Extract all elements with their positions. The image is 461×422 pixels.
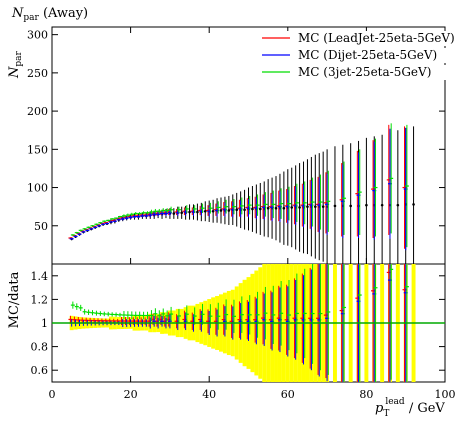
x-tick-label: 40 bbox=[202, 388, 216, 401]
y-tick-label-top: 200 bbox=[27, 105, 48, 118]
x-tick-label: 100 bbox=[435, 388, 456, 401]
title-suffix: (Away) bbox=[39, 6, 88, 21]
data-point bbox=[251, 207, 254, 211]
y-tick-label-top: 150 bbox=[27, 143, 48, 156]
legend-bg bbox=[260, 48, 450, 63]
y-tick-label-top: 300 bbox=[27, 29, 48, 42]
legend-label: MC (3jet-25eta-5GeV) bbox=[298, 65, 431, 79]
data-point bbox=[274, 206, 278, 210]
y-tick-label-top: 250 bbox=[27, 67, 48, 80]
data-point bbox=[349, 204, 352, 208]
data-point bbox=[365, 203, 368, 207]
legend-bg bbox=[260, 65, 450, 80]
x-tick-label: 80 bbox=[359, 388, 373, 401]
data-point bbox=[196, 210, 199, 214]
data-point bbox=[290, 206, 294, 209]
xlabel-suffix: / GeV bbox=[405, 401, 446, 416]
ylabel-top-main: N bbox=[7, 66, 22, 79]
data-point bbox=[258, 207, 262, 211]
data-point bbox=[180, 211, 183, 215]
y-tick-label-top: 50 bbox=[34, 220, 48, 233]
data-point bbox=[203, 209, 207, 213]
data-point bbox=[380, 203, 384, 207]
legend-bg bbox=[260, 31, 450, 46]
xlabel-sup: lead bbox=[385, 397, 405, 407]
data-point bbox=[321, 205, 325, 208]
legend: MC (LeadJet-25eta-5GeV) MC (Dijet-25eta-5… bbox=[260, 31, 455, 80]
y-tick-label-ratio: 1.4 bbox=[31, 270, 49, 283]
y-tick-label-ratio: 1.2 bbox=[31, 293, 49, 306]
data-point bbox=[298, 206, 301, 209]
data-point bbox=[211, 209, 215, 213]
data-point bbox=[227, 209, 231, 212]
ylabel-top-sub: par bbox=[14, 50, 24, 66]
y-tick-label-top: 100 bbox=[27, 182, 48, 195]
xlabel-main: p bbox=[375, 401, 384, 416]
data-point bbox=[314, 205, 317, 208]
x-tick-label: 20 bbox=[124, 388, 138, 401]
x-tick-label: 60 bbox=[281, 388, 295, 401]
legend-label: MC (Dijet-25eta-5GeV) bbox=[298, 48, 437, 62]
data-point bbox=[219, 209, 223, 212]
data-point bbox=[266, 206, 270, 210]
title-sub: par bbox=[23, 13, 39, 23]
data-point bbox=[235, 208, 239, 212]
x-axis-label: pTlead / GeV bbox=[375, 397, 445, 419]
data-point bbox=[333, 204, 337, 208]
data-point bbox=[412, 203, 415, 206]
y-tick-label-ratio: 1 bbox=[41, 317, 48, 330]
title-main: N bbox=[11, 6, 24, 21]
data-point bbox=[306, 205, 309, 208]
data-point bbox=[396, 203, 400, 207]
y-tick-label-ratio: 0.6 bbox=[31, 364, 49, 377]
data-point bbox=[172, 212, 176, 215]
y-axis-label-ratio: MC/data bbox=[7, 271, 22, 328]
xlabel-sub: T bbox=[383, 409, 389, 419]
y-tick-label-ratio: 0.8 bbox=[31, 341, 49, 354]
data-point bbox=[282, 206, 286, 210]
legend-label: MC (LeadJet-25eta-5GeV) bbox=[298, 31, 455, 45]
x-tick-label: 0 bbox=[49, 388, 56, 401]
chart-title: Npar (Away) bbox=[11, 6, 88, 23]
data-point bbox=[188, 210, 191, 214]
y-axis-label-top: Npar bbox=[7, 50, 24, 79]
data-marks bbox=[52, 123, 445, 382]
data-point bbox=[243, 208, 246, 212]
